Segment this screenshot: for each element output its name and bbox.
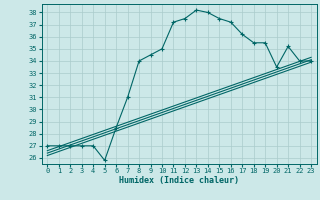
X-axis label: Humidex (Indice chaleur): Humidex (Indice chaleur) <box>119 176 239 185</box>
